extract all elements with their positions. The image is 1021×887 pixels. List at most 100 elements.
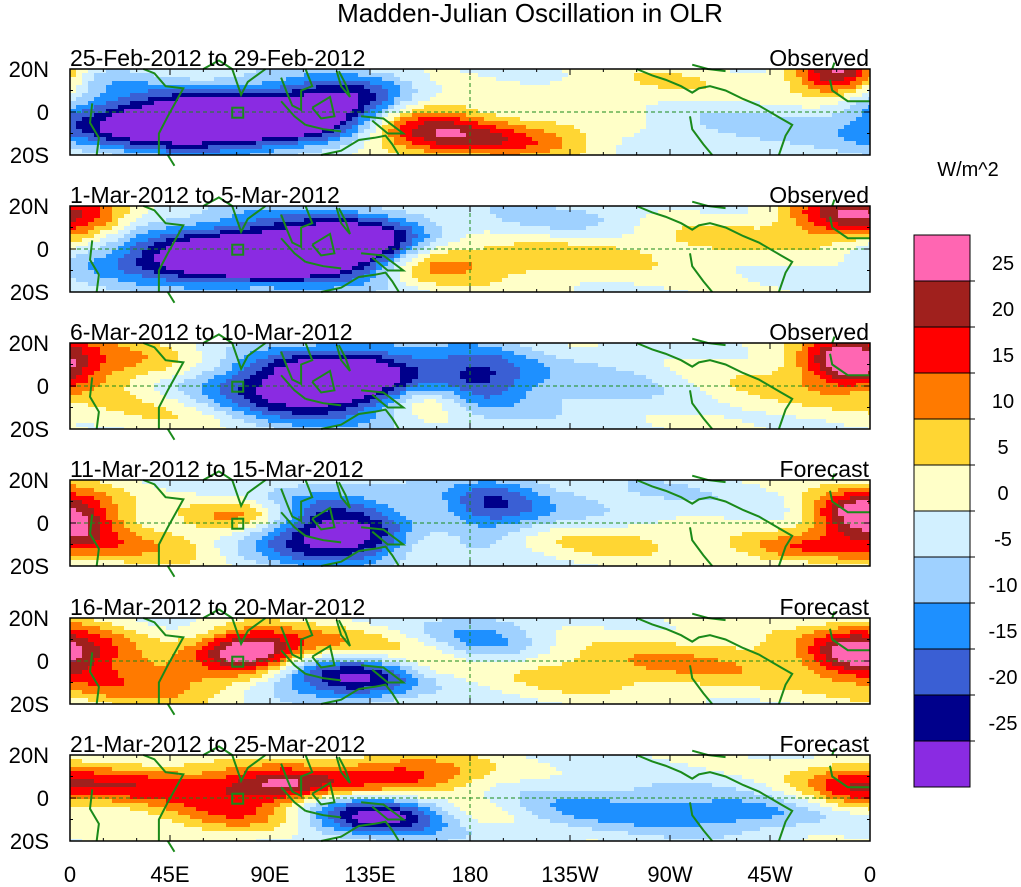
field-cell bbox=[214, 85, 221, 90]
field-cell bbox=[586, 258, 593, 263]
field-cell bbox=[268, 85, 275, 90]
field-cell bbox=[742, 226, 749, 231]
field-cell bbox=[778, 73, 785, 78]
field-cell bbox=[112, 125, 119, 130]
field-cell bbox=[388, 105, 395, 110]
field-cell bbox=[262, 246, 269, 251]
field-cell bbox=[268, 81, 275, 86]
field-cell bbox=[682, 230, 689, 235]
field-cell bbox=[514, 81, 521, 86]
field-cell bbox=[580, 133, 587, 138]
field-cell bbox=[406, 81, 413, 86]
field-cell bbox=[76, 226, 83, 231]
field-cell bbox=[796, 258, 803, 263]
field-cell bbox=[466, 69, 473, 74]
field-cell bbox=[742, 149, 749, 154]
field-cell bbox=[832, 210, 839, 215]
field-cell bbox=[832, 145, 839, 150]
field-cell bbox=[196, 246, 203, 251]
field-cell bbox=[622, 73, 629, 78]
field-cell bbox=[658, 242, 665, 247]
field-cell bbox=[424, 81, 431, 86]
field-cell bbox=[148, 262, 155, 267]
field-cell bbox=[406, 254, 413, 259]
field-cell bbox=[754, 113, 761, 118]
field-cell bbox=[466, 125, 473, 130]
field-cell bbox=[328, 77, 335, 82]
field-cell bbox=[820, 97, 827, 102]
field-cell bbox=[868, 85, 871, 90]
field-cell bbox=[280, 262, 287, 267]
field-cell bbox=[436, 97, 443, 102]
field-cell bbox=[706, 77, 713, 82]
field-cell bbox=[424, 254, 431, 259]
field-cell bbox=[832, 105, 839, 110]
field-cell bbox=[838, 129, 845, 134]
field-cell bbox=[844, 73, 851, 78]
field-cell bbox=[208, 246, 215, 251]
field-cell bbox=[142, 238, 149, 243]
field-cell bbox=[808, 145, 815, 150]
field-cell bbox=[412, 77, 419, 82]
field-cell bbox=[274, 214, 281, 219]
field-cell bbox=[526, 81, 533, 86]
field-cell bbox=[586, 89, 593, 94]
field-cell bbox=[244, 262, 251, 267]
field-cell bbox=[232, 250, 239, 255]
field-cell bbox=[274, 89, 281, 94]
field-cell bbox=[814, 153, 821, 156]
field-cell bbox=[406, 230, 413, 235]
field-cell bbox=[526, 129, 533, 134]
field-cell bbox=[418, 109, 425, 114]
field-cell bbox=[850, 226, 857, 231]
field-cell bbox=[610, 246, 617, 251]
field-cell bbox=[826, 93, 833, 98]
field-cell bbox=[394, 117, 401, 122]
field-cell bbox=[244, 129, 251, 134]
field-cell bbox=[802, 69, 809, 74]
field-cell bbox=[718, 226, 725, 231]
field-cell bbox=[82, 214, 89, 219]
field-cell bbox=[574, 105, 581, 110]
field-cell bbox=[322, 85, 329, 90]
field-cell bbox=[562, 69, 569, 74]
field-cell bbox=[676, 125, 683, 130]
field-cell bbox=[268, 242, 275, 247]
field-cell bbox=[622, 85, 629, 90]
field-cell bbox=[328, 222, 335, 227]
field-cell bbox=[538, 141, 545, 146]
field-cell bbox=[484, 97, 491, 102]
field-cell bbox=[574, 93, 581, 98]
field-cell bbox=[184, 254, 191, 259]
field-cell bbox=[292, 234, 299, 239]
field-cell bbox=[286, 258, 293, 263]
field-cell bbox=[400, 149, 407, 154]
field-cell bbox=[148, 89, 155, 94]
field-cell bbox=[802, 77, 809, 82]
field-cell bbox=[844, 121, 851, 126]
field-cell bbox=[256, 153, 263, 156]
field-cell bbox=[82, 242, 89, 247]
field-cell bbox=[622, 254, 629, 259]
field-cell bbox=[778, 153, 785, 156]
field-cell bbox=[214, 81, 221, 86]
field-cell bbox=[460, 85, 467, 90]
field-cell bbox=[436, 250, 443, 255]
field-cell bbox=[112, 238, 119, 243]
field-cell bbox=[682, 77, 689, 82]
field-cell bbox=[850, 258, 857, 263]
field-cell bbox=[766, 254, 773, 259]
field-cell bbox=[268, 97, 275, 102]
field-cell bbox=[178, 137, 185, 142]
field-cell bbox=[244, 97, 251, 102]
field-cell bbox=[538, 105, 545, 110]
field-cell bbox=[106, 230, 113, 235]
field-cell bbox=[514, 210, 521, 215]
field-cell bbox=[394, 137, 401, 142]
field-cell bbox=[292, 113, 299, 118]
field-cell bbox=[460, 262, 467, 267]
field-cell bbox=[388, 117, 395, 122]
field-cell bbox=[550, 218, 557, 223]
field-cell bbox=[190, 121, 197, 126]
field-cell bbox=[190, 69, 197, 74]
